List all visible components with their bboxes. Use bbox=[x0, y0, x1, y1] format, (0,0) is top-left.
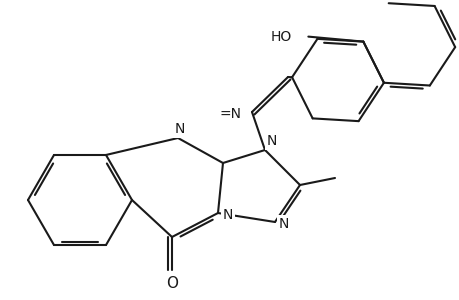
Text: N: N bbox=[279, 217, 289, 231]
Text: N: N bbox=[266, 134, 277, 148]
Text: =N: =N bbox=[219, 107, 241, 121]
Text: N: N bbox=[223, 208, 233, 222]
Text: N: N bbox=[174, 122, 185, 136]
Text: HO: HO bbox=[270, 30, 292, 44]
Text: O: O bbox=[166, 277, 178, 292]
